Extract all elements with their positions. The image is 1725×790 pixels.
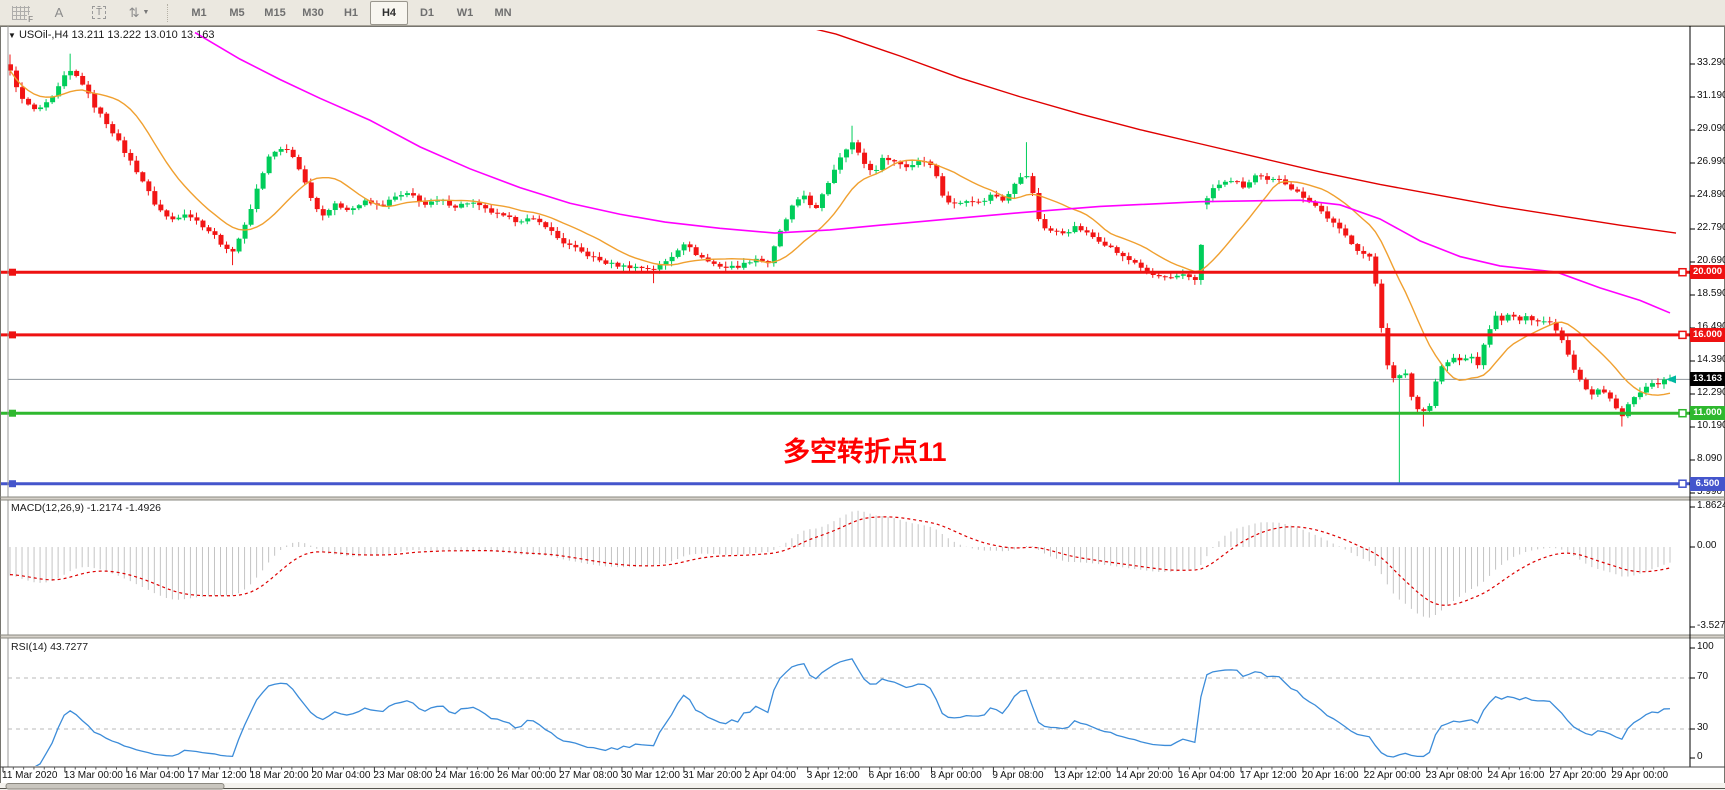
last-price-arrow-icon [1666, 375, 1676, 384]
current-price-badge: 13.163 [1690, 372, 1725, 387]
price-level-badge: 6.500 [1690, 476, 1725, 491]
macd-histogram [9, 510, 1671, 618]
cursor-tool-icon[interactable]: ⇅ ▼ [120, 1, 158, 25]
timeframe-button-w1[interactable]: W1 [456, 6, 474, 19]
macd-indicator-label: MACD(12,26,9) -1.2174 -1.4926 [11, 502, 161, 514]
text-tool-icon[interactable]: T [80, 1, 118, 25]
time-axis-label: 11 Mar 2020 [2, 770, 58, 781]
toolbar-separator [167, 3, 173, 22]
arrows-icon: ⇅ [128, 4, 140, 20]
time-axis-label: 24 Apr 16:00 [1487, 770, 1545, 781]
chart-title[interactable]: ▼ USOil-,H4 13.211 13.222 13.010 13.163 [8, 29, 214, 41]
dropdown-caret-icon: ▼ [142, 9, 150, 16]
price-axis-tick-label: 26.990 [1697, 156, 1725, 167]
time-axis-label: 23 Apr 08:00 [1425, 770, 1483, 781]
time-axis-label: 6 Apr 16:00 [868, 770, 920, 781]
time-axis-label: 22 Apr 00:00 [1363, 770, 1421, 781]
time-axis-label: 2 Apr 04:00 [744, 770, 796, 781]
new-order-grid-icon[interactable]: F [0, 1, 38, 25]
price-axis-tick-label: 31.190 [1697, 90, 1725, 101]
price-axis-tick-label: 14.390 [1697, 354, 1725, 365]
price-axis-tick-label: 24.890 [1697, 189, 1725, 200]
price-level-line-11.000[interactable] [0, 408, 1690, 418]
time-axis-label: 9 Apr 08:00 [992, 770, 1044, 781]
chart-title-text: USOil-,H4 13.211 13.222 13.010 13.163 [18, 29, 215, 41]
chart-annotation-text[interactable]: 多空转折点11 [783, 437, 947, 467]
timeframe-button-m1[interactable]: M1 [191, 6, 207, 19]
price-axis-tick-label: 5.990 [1697, 486, 1723, 497]
macd-axis-tick-label: 0.00 [1697, 540, 1717, 551]
time-axis-label: 8 Apr 00:00 [930, 770, 982, 781]
rsi-axis-tick-label: 100 [1697, 641, 1714, 652]
timeframe-button-h4[interactable]: H4 [370, 0, 408, 25]
time-axis-label: 23 Mar 08:00 [373, 770, 433, 781]
price-axis-tick-label: 12.290 [1697, 387, 1725, 398]
h-scrollbar-track[interactable] [0, 783, 1725, 790]
time-axis-label: 24 Mar 16:00 [435, 770, 495, 781]
time-axis-label: 20 Apr 16:00 [1301, 770, 1359, 781]
time-axis-label: 17 Apr 12:00 [1240, 770, 1297, 781]
time-axis-label: 31 Mar 20:00 [682, 770, 742, 781]
timeframe-button-mn[interactable]: MN [494, 6, 512, 19]
timeframe-button-m5[interactable]: M5 [229, 6, 245, 19]
time-axis-label: 27 Apr 20:00 [1549, 770, 1607, 781]
time-axis-label: 30 Mar 12:00 [621, 770, 680, 781]
annotate-a-icon[interactable]: A [54, 5, 64, 20]
time-axis-label: 27 Mar 08:00 [559, 770, 619, 781]
price-axis-tick-label: 10.190 [1697, 420, 1725, 431]
toolbar: F A T ⇅ ▼ M1 M5 M15 M30 H1 H4 D1 W1 MN [0, 0, 1725, 26]
macd-signal-line [9, 516, 1671, 606]
time-axis-label: 13 Apr 12:00 [1054, 770, 1112, 781]
price-level-badge: 16.000 [1690, 327, 1725, 342]
time-axis-label: 29 Apr 00:00 [1611, 770, 1669, 781]
time-axis-label: 17 Mar 12:00 [187, 770, 247, 781]
time-axis-label: 13 Mar 00:00 [63, 770, 123, 781]
price-axis-tick-label: 20.690 [1697, 255, 1725, 266]
rsi-axis-tick-label: 70 [1697, 671, 1709, 682]
timeframe-group: M1 M5 M15 M30 H1 H4 D1 W1 MN [180, 0, 522, 25]
pane-splitter[interactable] [1, 635, 1724, 638]
price-axis-tick-label: 22.790 [1697, 222, 1725, 233]
price-axis-tick-label: 33.290 [1697, 57, 1725, 68]
h-scrollbar-thumb[interactable] [5, 783, 225, 790]
price-level-badge: 11.000 [1690, 406, 1725, 421]
rsi-axis-tick-label: 0 [1697, 751, 1703, 762]
time-axis-label: 3 Apr 12:00 [806, 770, 858, 781]
macd-axis-tick-label: 1.8624 [1697, 500, 1725, 511]
timeframe-button-h1[interactable]: H1 [343, 6, 359, 19]
price-level-line-6.500[interactable] [0, 479, 1690, 488]
time-axis-label: 26 Mar 00:00 [497, 770, 557, 781]
price-axis-tick-label: 18.590 [1697, 288, 1725, 299]
price-level-line-20.000[interactable] [0, 267, 1690, 277]
time-axis-label: 16 Apr 04:00 [1178, 770, 1235, 781]
price-axis-tick-label: 8.090 [1697, 453, 1723, 464]
rsi-line [34, 658, 1671, 766]
time-axis-label: 18 Mar 20:00 [249, 770, 309, 781]
timeframe-button-d1[interactable]: D1 [419, 6, 435, 19]
collapse-arrow-icon[interactable]: ▼ [8, 31, 16, 40]
time-axis-label: 20 Mar 04:00 [311, 770, 371, 781]
price-level-badge: 20.000 [1690, 265, 1725, 280]
price-axis-tick-label: 29.090 [1697, 123, 1725, 134]
price-level-line-16.000[interactable] [0, 330, 1690, 340]
time-axis-label: 16 Mar 04:00 [125, 770, 185, 781]
rsi-indicator-label: RSI(14) 43.7277 [11, 641, 89, 653]
time-axis-label: 14 Apr 20:00 [1116, 770, 1173, 781]
timeframe-button-m30[interactable]: M30 [302, 6, 324, 19]
timeframe-button-m15[interactable]: M15 [264, 6, 286, 19]
price-axis-tick-label: 16.490 [1697, 321, 1725, 332]
pane-splitter[interactable] [1, 497, 1724, 500]
macd-axis-tick-label: -3.5273 [1697, 620, 1725, 631]
rsi-axis-tick-label: 30 [1697, 722, 1709, 733]
